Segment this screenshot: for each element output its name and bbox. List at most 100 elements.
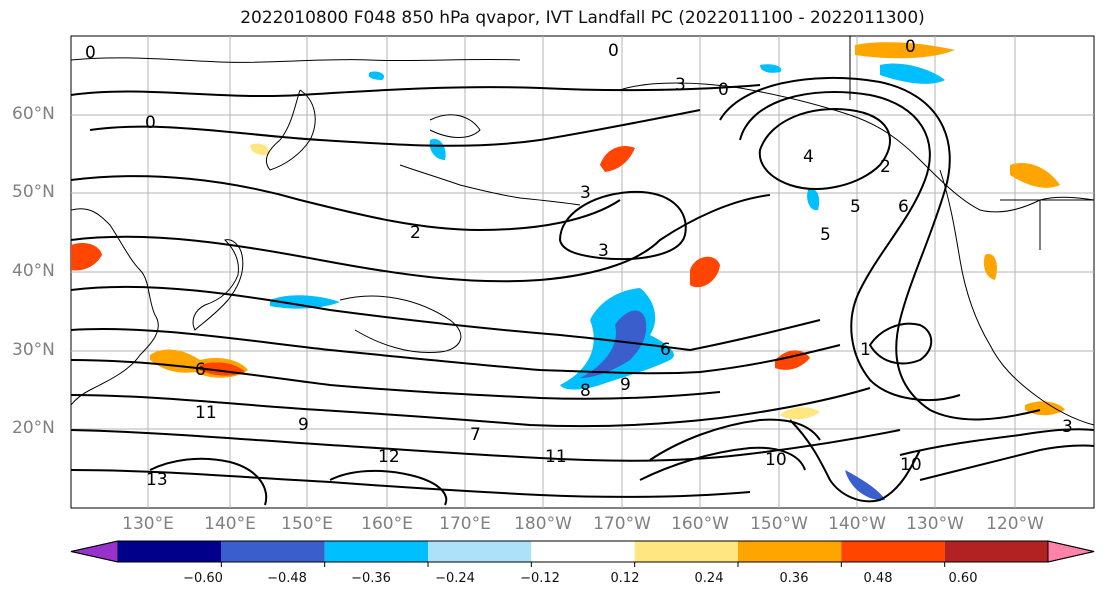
positive-anomaly-patch [983, 254, 997, 280]
contour-line [329, 469, 448, 506]
colorbar-segment [428, 541, 532, 562]
lat-label: 60°N [12, 104, 55, 124]
contour-label: 3 [598, 241, 609, 261]
contour-line [149, 457, 268, 506]
negative-anomaly-patch [880, 63, 945, 84]
coastlines [71, 36, 1094, 426]
contour-line [919, 444, 1094, 481]
lat-label: 30°N [12, 340, 55, 360]
negative-anomaly-patch [807, 188, 820, 211]
contour-line [758, 108, 891, 190]
contour-line [558, 190, 687, 261]
contour-line [868, 322, 933, 365]
negative-anomaly-patch [429, 138, 446, 160]
contour-line [719, 76, 1041, 421]
contour-label: 3 [1062, 417, 1073, 437]
contour-line [639, 446, 806, 481]
contour-line [71, 469, 751, 498]
contour-line [89, 109, 701, 147]
lon-label: 140°E [204, 514, 256, 534]
contour-label: 7 [470, 425, 481, 445]
contour-label: 13 [146, 470, 168, 490]
contour-line [739, 91, 961, 401]
contour-line [71, 328, 841, 375]
contour-line [429, 114, 481, 138]
negative-anomaly-core [580, 310, 647, 378]
contours-thin [339, 114, 481, 354]
map-title: 2022010800 F048 850 hPa qvapor, IVT Land… [240, 8, 925, 28]
contour-label: 0 [905, 37, 916, 57]
lon-label: 130°E [122, 514, 174, 534]
contour-line [71, 359, 721, 400]
contour-label: 3 [675, 75, 686, 95]
contour-labels: 0 0 0 0 0 3 3 3 3 4 5 5 6 6 6 7 8 9 9 10… [85, 37, 1073, 490]
lat-label: 20°N [12, 418, 55, 438]
colorbar-tick-label: 0.36 [779, 571, 809, 586]
contour-label: 2 [410, 223, 421, 243]
negative-anomaly-patch [368, 71, 385, 80]
negative-anomaly-patch [270, 295, 340, 309]
lon-label: 170°W [593, 514, 651, 534]
arctic-coastline [71, 57, 521, 63]
japan-coastline [192, 239, 244, 331]
colorbar-tick-label: −0.60 [183, 571, 223, 586]
contour-label: 11 [545, 447, 567, 467]
colorbar-extend-right [1047, 540, 1095, 563]
contour-label: 6 [660, 340, 671, 360]
contour-label: 9 [620, 375, 631, 395]
lat-label: 40°N [12, 261, 55, 281]
lon-label: 150°E [281, 514, 333, 534]
contour-label: 11 [195, 403, 217, 423]
colorbar-outline [70, 540, 1095, 563]
colorbar-tick-label: −0.24 [435, 571, 475, 586]
contour-label: 12 [378, 447, 400, 467]
colorbar-tick-label: −0.12 [520, 571, 560, 586]
positive-anomaly-patch [1010, 162, 1060, 188]
positive-anomaly-patch [855, 42, 955, 59]
negative-anomaly-patch [760, 64, 782, 73]
colorbar-segment [221, 541, 325, 562]
colorbar-tick-label: 0.48 [863, 571, 893, 586]
contour-label: 0 [718, 80, 729, 100]
positive-anomaly-patch [250, 143, 269, 156]
contour-line [71, 194, 771, 283]
kamchatka-coastline [265, 89, 316, 171]
north-america-coastline [939, 169, 1094, 426]
contour-label: 0 [608, 41, 619, 61]
contour-label: 5 [820, 225, 831, 245]
lon-label: 150°W [750, 514, 808, 534]
aleutian-chain [399, 164, 581, 206]
gridlines [71, 36, 1094, 508]
contour-label: 4 [803, 147, 814, 167]
colorbar-tick-label: 0.60 [948, 571, 978, 586]
contour-label: 3 [580, 183, 591, 203]
colorbar-segment [118, 541, 222, 562]
contour-label: 1 [860, 340, 871, 360]
canada-border [849, 36, 1094, 250]
colorbar-segment [944, 541, 1048, 562]
positive-anomaly-patch [71, 243, 102, 271]
contour-label: 9 [298, 415, 309, 435]
contour-label: 2 [880, 157, 891, 177]
lon-label: 120°W [986, 514, 1044, 534]
contour-line [649, 418, 821, 461]
contour-line [71, 175, 621, 232]
lon-label: 170°E [439, 514, 491, 534]
contour-label: 5 [850, 197, 861, 217]
contour-line [899, 428, 1094, 456]
lon-label: 140°W [828, 514, 886, 534]
colorbar-tick-label: 0.24 [694, 571, 724, 586]
colorbar-tick-label: −0.36 [351, 571, 391, 586]
contour-line [71, 84, 761, 98]
contour-line [339, 295, 462, 354]
contour-label: 0 [145, 113, 156, 133]
contour-label: 6 [195, 360, 206, 380]
colorbar-segment [531, 541, 635, 562]
lon-label: 180°W [514, 514, 572, 534]
contour-label: 0 [85, 43, 96, 63]
contour-label: 6 [898, 197, 909, 217]
lat-label: 50°N [12, 182, 55, 202]
colorbar-segment [324, 541, 428, 562]
contour-label: 8 [580, 381, 591, 401]
